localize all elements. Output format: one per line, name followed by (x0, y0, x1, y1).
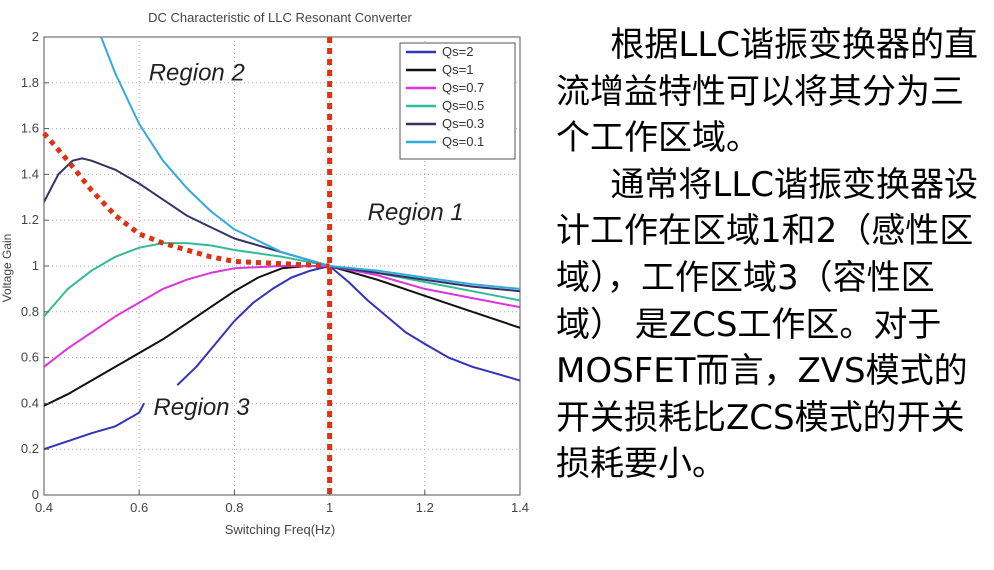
series-line-qs-2 (44, 402, 145, 451)
legend-label: Qs=0.7 (442, 80, 484, 95)
series-line-qs-0-3 (44, 157, 520, 293)
chart-title: DC Characteristic of LLC Resonant Conver… (148, 10, 412, 25)
region-boundary (42, 37, 333, 495)
gain-chart: DC Characteristic of LLC Resonant Conver… (0, 10, 529, 537)
legend: Qs=2 Qs=1 Qs=0.7 Qs=0.5 Qs=0.3 Qs=0.1 (399, 42, 516, 160)
legend-label: Qs=0.1 (442, 134, 484, 149)
y-tick-label: 0.4 (21, 395, 39, 410)
description-paragraph-2: 通常将LLC谐振变换器设计工作在区域1和2（感性区域），工作区域3（容性区域） … (556, 164, 979, 485)
description-text: 根据LLC谐振变换器的直流增益特性可以将其分为三个工作区域。 通常将LLC谐振变… (556, 22, 986, 488)
y-tick-label: 0 (32, 487, 39, 502)
region-boundary-peak-curve (42, 131, 330, 269)
region-label-region-2: Region 2 (149, 60, 245, 87)
legend-box (399, 42, 516, 160)
description-paragraph-1: 根据LLC谐振变换器的直流增益特性可以将其分为三个工作区域。 (556, 25, 979, 159)
y-tick-label: 1.4 (21, 166, 39, 181)
region-label-region-1: Region 1 (368, 199, 464, 226)
x-tick-label: 0.8 (225, 500, 243, 515)
y-tick-label: 0.6 (21, 350, 39, 365)
series-line-qs-0-1 (100, 37, 520, 290)
series-line-qs-0-7 (44, 265, 520, 368)
series-layer (44, 37, 520, 451)
series-line-qs-2 (176, 265, 520, 386)
legend-label: Qs=2 (442, 44, 473, 59)
y-tick-label: 0.2 (21, 441, 39, 456)
region-annotations: Region 2 Region 1 Region 3 (149, 60, 464, 421)
series-line-qs-1 (44, 265, 520, 407)
region-label-region-3: Region 3 (153, 394, 250, 421)
x-axis-label: Switching Freq(Hz) (225, 522, 336, 537)
y-tick-label: 0.8 (21, 304, 39, 319)
x-tick-label: 1.2 (416, 500, 434, 515)
x-tick-label: 1 (326, 500, 333, 515)
x-tick-label: 1.4 (511, 500, 529, 515)
y-tick-label: 2 (32, 29, 39, 44)
legend-label: Qs=1 (442, 62, 473, 77)
y-tick-label: 1.8 (21, 75, 39, 90)
y-tick-label: 1 (32, 258, 39, 273)
x-tick-label: 0.4 (35, 500, 53, 515)
y-tick-label: 1.6 (21, 121, 39, 136)
x-tick-label: 0.6 (130, 500, 148, 515)
y-axis-label: Voltage Gain (0, 234, 14, 303)
legend-label: Qs=0.5 (442, 98, 484, 113)
series-line-qs-0-5 (44, 242, 520, 318)
axes: 0.4 0.6 0.8 1 1.2 1.4 0 0.2 0.4 0.6 0.8 1 1.2 1.4 1.6 1… (21, 29, 529, 515)
legend-label: Qs=0.3 (442, 116, 484, 131)
y-tick-label: 1.2 (21, 212, 39, 227)
